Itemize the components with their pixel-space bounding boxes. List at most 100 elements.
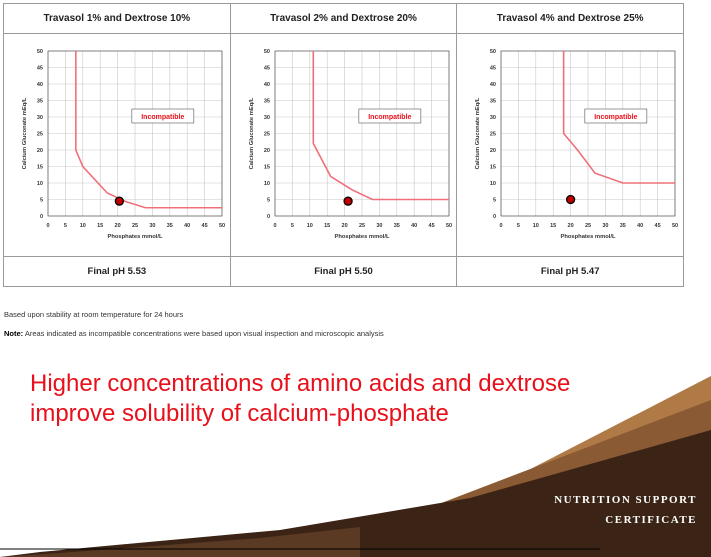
y-tick-label: 25 [264, 132, 270, 138]
x-tick-label: 50 [672, 223, 678, 229]
x-tick-label: 20 [568, 223, 574, 229]
incompatibility-note: Note: Areas indicated as incompatible co… [4, 329, 384, 338]
x-tick-label: 5 [64, 223, 67, 229]
y-tick-label: 30 [490, 115, 496, 121]
headline: Higher concentrations of amino acids and… [30, 370, 571, 427]
chart-panel-3: Travasol 4% and Dextrose 25% 0 5 10 15 20 25 3… [457, 4, 684, 286]
x-tick-label: 35 [393, 223, 399, 229]
x-tick-label: 50 [446, 223, 452, 229]
brand-line-1: NUTRITION SUPPORT [554, 494, 697, 506]
x-tick-label: 25 [359, 223, 365, 229]
y-tick-label: 50 [37, 49, 43, 55]
chart-title-1: Travasol 1% and Dextrose 10% [4, 4, 230, 34]
x-axis-label: Phosphates mmol/L [107, 234, 163, 240]
y-tick-label: 5 [493, 198, 496, 204]
y-tick-label: 0 [267, 214, 270, 220]
chart-footer-1: Final pH 5.53 [4, 256, 230, 286]
x-tick-label: 10 [533, 223, 539, 229]
x-tick-label: 30 [149, 223, 155, 229]
incompatible-label: Incompatible [368, 114, 411, 121]
incompatibility-curve [563, 51, 676, 184]
y-tick-label: 50 [264, 49, 270, 55]
x-tick-label: 50 [219, 223, 225, 229]
y-tick-label: 0 [493, 214, 496, 220]
x-tick-label: 25 [132, 223, 138, 229]
y-axis-label: Calcium Gluconate mEq/L [475, 97, 481, 169]
chart-panel-1: Travasol 1% and Dextrose 10% 0 5 10 15 20 25 3… [4, 4, 231, 286]
chart-3: 0 5 10 15 20 25 30 35 40 45 50 0 5 10 15 20 25 30 35 40 45 50… [475, 49, 678, 240]
y-tick-label: 25 [37, 132, 43, 138]
brand-line-2: CERTIFICATE [605, 514, 697, 526]
brand-logo: NUTRITION SUPPORT CERTIFICATE [554, 490, 697, 530]
x-tick-label: 15 [97, 223, 103, 229]
y-tick-label: 40 [264, 82, 270, 88]
x-tick-label: 20 [341, 223, 347, 229]
y-tick-label: 15 [490, 165, 496, 171]
plot-frame [274, 50, 450, 217]
plot-frame [500, 50, 676, 217]
x-tick-label: 35 [620, 223, 626, 229]
incompatibility-curve [312, 51, 449, 201]
band-dark [0, 430, 711, 557]
y-axis-label: Calcium Gluconate mEq/L [249, 97, 255, 169]
y-tick-label: 30 [264, 115, 270, 121]
incompatible-label: Incompatible [595, 114, 638, 121]
incompatible-label-box [584, 108, 648, 124]
y-tick-label: 30 [37, 115, 43, 121]
y-tick-label: 40 [37, 82, 43, 88]
y-tick-label: 10 [37, 181, 43, 187]
chart-panel-2: Travasol 2% and Dextrose 20% 0 5 10 15 20 25 3… [230, 4, 458, 286]
x-tick-label: 5 [517, 223, 520, 229]
chart-1: 0 5 10 15 20 25 30 35 40 45 50 0 5 10 15 20 25 30 35 40 45 50… [22, 49, 225, 240]
y-tick-label: 20 [490, 148, 496, 154]
x-tick-label: 45 [202, 223, 208, 229]
y-tick-label: 20 [37, 148, 43, 154]
y-tick-label: 35 [490, 99, 496, 105]
y-tick-label: 35 [37, 99, 43, 105]
incompatible-label-box [358, 108, 421, 124]
x-tick-label: 30 [603, 223, 609, 229]
y-tick-label: 40 [490, 82, 496, 88]
y-axis-label: Calcium Gluconate mEq/L [22, 97, 28, 169]
chart-footer-2: Final pH 5.50 [230, 256, 457, 286]
data-point [566, 194, 576, 205]
y-tick-label: 45 [264, 66, 270, 72]
y-tick-label: 0 [40, 214, 43, 220]
x-axis-label: Phosphates mmol/L [561, 234, 617, 240]
x-tick-label: 40 [411, 223, 417, 229]
x-tick-label: 45 [655, 223, 661, 229]
x-tick-label: 45 [428, 223, 434, 229]
x-tick-label: 0 [46, 223, 49, 229]
chart-title-3: Travasol 4% and Dextrose 25% [457, 4, 684, 34]
y-tick-label: 50 [490, 49, 496, 55]
x-tick-label: 30 [376, 223, 382, 229]
y-tick-label: 5 [267, 198, 270, 204]
x-tick-label: 15 [324, 223, 330, 229]
y-tick-label: 10 [264, 181, 270, 187]
x-tick-label: 15 [550, 223, 556, 229]
chart-footer-3: Final pH 5.47 [457, 256, 684, 286]
y-tick-label: 45 [37, 66, 43, 72]
x-axis-label: Phosphates mmol/L [334, 234, 390, 240]
x-tick-label: 40 [184, 223, 190, 229]
x-tick-label: 20 [115, 223, 121, 229]
y-tick-label: 35 [264, 99, 270, 105]
note-text: Areas indicated as incompatible concentr… [23, 329, 384, 338]
note-label: Note: [4, 329, 24, 338]
y-tick-label: 15 [264, 165, 270, 171]
x-tick-label: 10 [306, 223, 312, 229]
y-tick-label: 15 [37, 165, 43, 171]
x-tick-label: 35 [167, 223, 173, 229]
y-tick-label: 45 [490, 66, 496, 72]
x-tick-label: 0 [273, 223, 276, 229]
x-tick-label: 0 [500, 223, 503, 229]
x-tick-label: 10 [80, 223, 86, 229]
data-point [343, 196, 353, 206]
x-tick-label: 40 [637, 223, 643, 229]
incompatibility-curve [75, 51, 222, 209]
chart-title-2: Travasol 2% and Dextrose 20% [230, 4, 457, 34]
x-tick-label: 5 [291, 223, 294, 229]
data-point [114, 196, 124, 206]
